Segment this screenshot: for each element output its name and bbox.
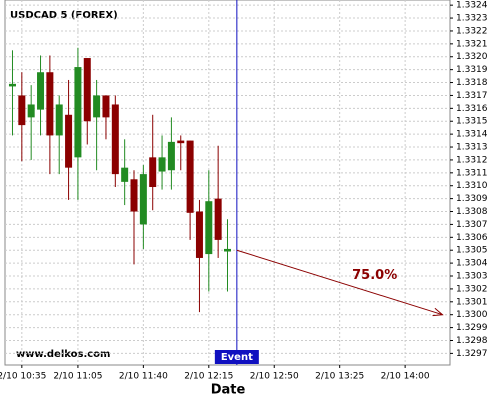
chart-title: USDCAD 5 (FOREX) xyxy=(10,10,118,21)
y-tick-label: 1.3309 xyxy=(456,194,488,204)
y-tick-label: 1.3297 xyxy=(456,349,488,359)
y-tick-label: 1.3303 xyxy=(456,272,488,282)
y-tick-label: 1.3321 xyxy=(456,39,488,49)
x-tick-label: 2/10 11:40 xyxy=(119,372,168,382)
y-tick-label: 1.3311 xyxy=(456,168,488,178)
x-tick-label: 2/10 10:35 xyxy=(0,372,46,382)
y-tick-label: 1.3319 xyxy=(456,65,488,75)
y-tick-label: 1.3316 xyxy=(456,104,488,114)
event-label: Event xyxy=(221,352,253,363)
x-tick-label: 2/10 11:05 xyxy=(53,372,102,382)
projection-arrow xyxy=(236,249,443,316)
candle-body xyxy=(186,140,194,213)
x-axis-label: Date xyxy=(211,383,246,398)
candle-body xyxy=(177,140,185,144)
candle-body xyxy=(214,198,222,240)
candle-body xyxy=(18,95,26,126)
plot-area xyxy=(4,0,451,366)
watermark: www.delkos.com xyxy=(16,349,110,360)
y-tick-label: 1.3299 xyxy=(456,323,488,333)
y-tick-label: 1.3314 xyxy=(456,130,488,140)
y-tick-label: 1.3304 xyxy=(456,259,488,269)
y-tick-label: 1.3318 xyxy=(456,78,488,88)
candle-body xyxy=(158,157,166,172)
candle-body xyxy=(83,58,91,122)
y-tick-label: 1.3305 xyxy=(456,246,488,256)
y-tick-label: 1.3317 xyxy=(456,91,488,101)
candle-body xyxy=(121,167,129,182)
candle-body xyxy=(74,67,82,158)
y-tick-label: 1.3298 xyxy=(456,336,488,346)
event-label-box xyxy=(214,350,259,364)
y-tick-label: 1.3320 xyxy=(456,52,488,62)
candle-body xyxy=(102,95,110,118)
y-tick-label: 1.3302 xyxy=(456,284,488,294)
x-tick-label: 2/10 12:50 xyxy=(250,372,299,382)
candle-body xyxy=(55,104,63,136)
y-tick-label: 1.3323 xyxy=(456,14,488,24)
y-tick-label: 1.3301 xyxy=(456,297,488,307)
y-tick-label: 1.3308 xyxy=(456,207,488,217)
y-tick-label: 1.3313 xyxy=(456,143,488,153)
candle-body xyxy=(27,104,35,118)
y-tick-label: 1.3307 xyxy=(456,220,488,230)
x-tick-label: 2/10 13:25 xyxy=(315,372,364,382)
y-tick-label: 1.3312 xyxy=(456,155,488,165)
candle-body xyxy=(65,114,73,168)
candle-body xyxy=(8,83,16,87)
candle-body xyxy=(93,95,101,118)
y-tick-label: 1.3322 xyxy=(456,26,488,36)
candle-body xyxy=(37,72,45,110)
candle-body xyxy=(195,211,203,258)
projection-label: 75.0% xyxy=(352,268,397,283)
candle-body xyxy=(167,141,175,171)
candle-body xyxy=(130,179,138,212)
x-tick-label: 2/10 14:00 xyxy=(381,372,430,382)
arrow-head xyxy=(432,307,444,317)
candle-body xyxy=(205,201,213,255)
candle-body xyxy=(46,72,54,136)
y-tick-label: 1.3315 xyxy=(456,117,488,127)
candle-body xyxy=(224,248,231,252)
y-tick-label: 1.3324 xyxy=(456,1,488,11)
y-tick-label: 1.3306 xyxy=(456,233,488,243)
candle-body xyxy=(139,174,147,225)
y-tick-label: 1.3300 xyxy=(456,310,488,320)
candle-body xyxy=(149,157,157,188)
candle-body xyxy=(111,104,119,175)
y-tick-label: 1.3310 xyxy=(456,181,488,191)
x-tick-label: 2/10 12:15 xyxy=(184,372,233,382)
